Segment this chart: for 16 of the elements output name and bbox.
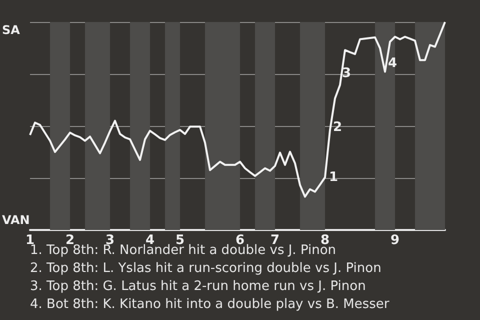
x-tick-label: 9 [390,233,400,248]
text: 3. Top 8th: G. Latus hit a 2-run home run vs J. Pinon [30,279,366,294]
annotation: 1 [329,170,338,185]
x-tick-label: 5 [175,233,185,248]
annotation: 2 [333,120,342,135]
x-tick-label: 7 [270,233,280,248]
text: 2. Top 8th: L. Yslas hit a run-scoring double vs J. Pinon [30,261,382,276]
text: VAN [2,213,30,227]
x-tick-label: 8 [320,233,330,248]
x-tick-label: 4 [145,233,155,248]
x-tick-label: 2 [65,233,75,248]
text: SA [2,23,21,37]
annotation: 4 [388,56,398,71]
annotation: 3 [342,66,352,81]
text: 4. Bot 8th: K. Kitano hit into a double play vs B. Messer [30,297,390,312]
x-tick-label: 6 [235,233,245,248]
